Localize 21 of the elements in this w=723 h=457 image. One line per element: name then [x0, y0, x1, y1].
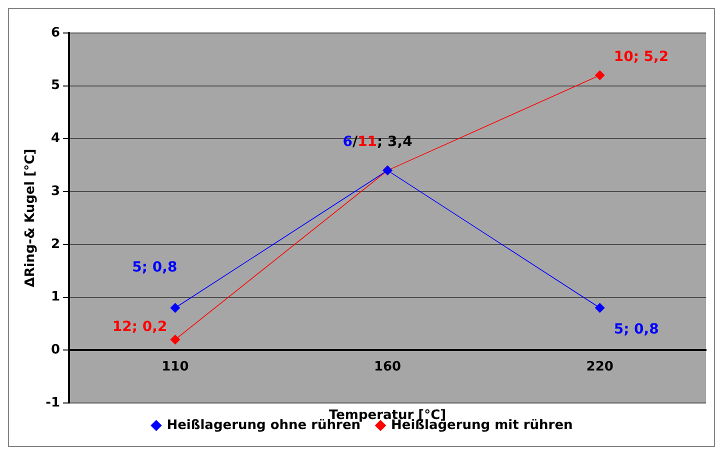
x-tick-label: 220 — [586, 359, 614, 374]
y-tick-label: 2 — [50, 236, 60, 252]
y-tick-label: 5 — [50, 78, 60, 94]
y-tick-label: 6 — [50, 25, 60, 40]
y-tick-label: 1 — [50, 290, 60, 305]
point — [594, 70, 605, 80]
data-label: 10; 5,2 — [614, 48, 669, 65]
x-tick-label: 110 — [162, 359, 189, 374]
point — [594, 302, 605, 313]
point — [170, 334, 180, 345]
y-tick-label: 3 — [50, 184, 60, 199]
data-label: 12; 0,2 — [112, 319, 168, 336]
data-label: 5; 0,8 — [132, 260, 178, 276]
y-tick-label: 0 — [50, 342, 60, 358]
data-label: 5; 0,8 — [614, 322, 659, 338]
y-tick-label: 4 — [50, 131, 60, 146]
point — [170, 302, 180, 313]
y-axis-title: ΔRing-& Kugel [°C] — [23, 148, 38, 288]
x-tick-label: 160 — [374, 359, 402, 374]
y-tick-label: -1 — [46, 395, 60, 410]
annotation: 6/11; 3,4 — [342, 134, 413, 150]
